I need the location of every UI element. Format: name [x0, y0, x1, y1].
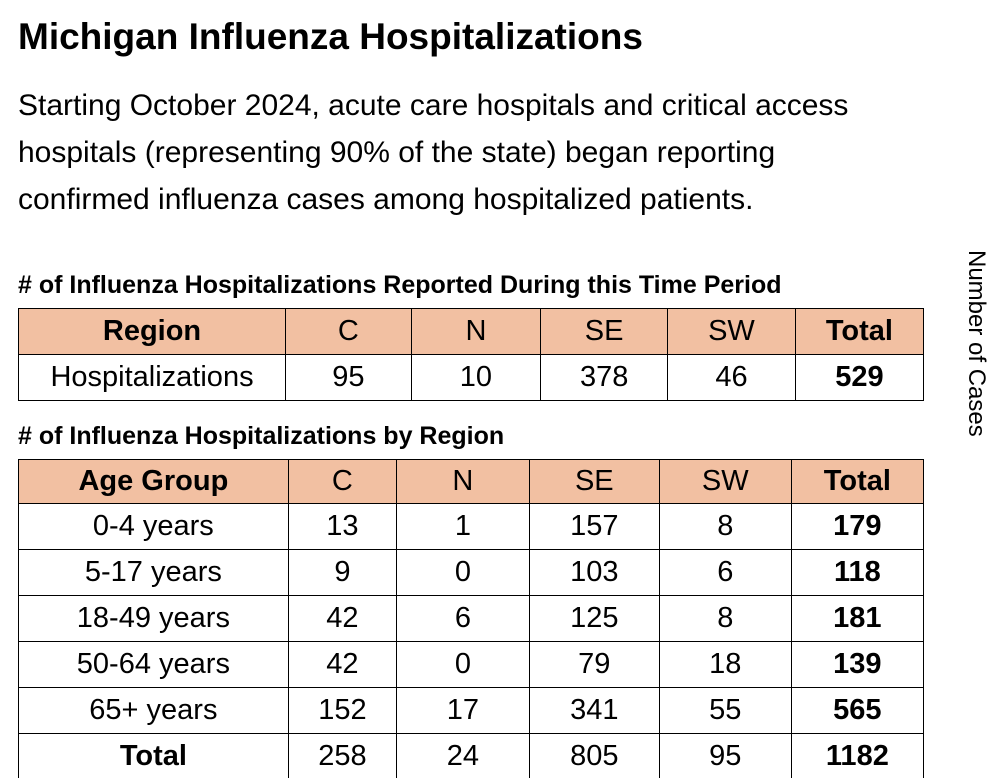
- row: 65+ years 152 17 341 55 565: [18, 687, 925, 734]
- cell: Hospitalizations: [17, 354, 287, 401]
- cell: 378: [540, 354, 669, 401]
- table: Age Group C N SE SW Total 0-4 years 13 1 157 8 179 5…: [18, 459, 925, 778]
- cell: 50-64 years: [18, 641, 289, 688]
- row: 18-49 years 42 6 125 8 181: [18, 595, 925, 642]
- header-row: Region C N SE SW Total: [17, 308, 925, 355]
- header-cell: C: [287, 459, 398, 504]
- cell: 17: [396, 687, 530, 734]
- header-cell: SW: [667, 308, 796, 355]
- header-cell: SE: [528, 459, 660, 504]
- table-caption: # of Influenza Hospitalizations Reported…: [18, 271, 782, 299]
- cell: 258: [287, 733, 398, 778]
- cell: 0: [396, 549, 530, 596]
- cell: 529: [794, 354, 925, 401]
- description-line: hospitals (representing 90% of the state…: [18, 136, 776, 169]
- cell: 157: [528, 503, 660, 550]
- cell: 341: [528, 687, 660, 734]
- row: 50-64 years 42 0 79 18 139: [18, 641, 925, 688]
- table-caption: # of Influenza Hospitalizations by Regio…: [18, 422, 505, 450]
- header-row: Age Group C N SE SW Total: [18, 459, 925, 504]
- cell: 0: [396, 641, 530, 688]
- title: Michigan Influenza Hospitalizations: [18, 16, 643, 57]
- cell: 24: [396, 733, 530, 778]
- cell: 805: [528, 733, 660, 778]
- header-cell: SW: [658, 459, 792, 504]
- description-line: confirmed influenza cases among hospital…: [18, 183, 754, 216]
- header-cell: N: [396, 459, 530, 504]
- cell: 46: [667, 354, 796, 401]
- cell: 125: [528, 595, 660, 642]
- cell: 139: [790, 641, 925, 688]
- header-cell: Total: [790, 459, 925, 504]
- cell: 103: [528, 549, 660, 596]
- cell: 95: [285, 354, 412, 401]
- row: 5-17 years 9 0 103 6 118: [18, 549, 925, 596]
- description-line: Starting October 2024, acute care hospit…: [18, 89, 849, 122]
- header-cell: Region: [17, 308, 287, 355]
- cell: 5-17 years: [18, 549, 289, 596]
- cell: 95: [658, 733, 792, 778]
- cell: 18-49 years: [18, 595, 289, 642]
- cell: 8: [658, 503, 792, 550]
- cell: 79: [528, 641, 660, 688]
- cell: 179: [790, 503, 925, 550]
- cell: 42: [287, 641, 398, 688]
- cell: 9: [287, 549, 398, 596]
- header-cell: SE: [540, 308, 669, 355]
- row: Total 258 24 805 95 1182: [18, 733, 925, 778]
- cell: 0-4 years: [18, 503, 289, 550]
- row: Hospitalizations 95 10 378 46 529: [17, 354, 925, 401]
- cell: 1: [396, 503, 530, 550]
- cell: 10: [410, 354, 542, 401]
- header-cell: N: [410, 308, 542, 355]
- header-cell: Age Group: [18, 459, 289, 504]
- cell: 181: [790, 595, 925, 642]
- cell: Total: [18, 733, 289, 778]
- cell: 118: [790, 549, 925, 596]
- cell: 152: [287, 687, 398, 734]
- cell: 6: [396, 595, 530, 642]
- cell: 1182: [790, 733, 925, 778]
- cell: 8: [658, 595, 792, 642]
- cell: 565: [790, 687, 925, 734]
- cell: 55: [658, 687, 792, 734]
- header-cell: C: [285, 308, 412, 355]
- cell: 13: [287, 503, 398, 550]
- cell: 42: [287, 595, 398, 642]
- cell: 65+ years: [18, 687, 289, 734]
- cell: 18: [658, 641, 792, 688]
- side-label: Number of Cases: [963, 250, 990, 437]
- header-cell: Total: [794, 308, 925, 355]
- row: 0-4 years 13 1 157 8 179: [18, 503, 925, 550]
- cell: 6: [658, 549, 792, 596]
- description: Starting October 2024, acute care hospit…: [18, 82, 848, 223]
- table: Region C N SE SW Total Hospitalizations 95 10 378…: [17, 308, 925, 401]
